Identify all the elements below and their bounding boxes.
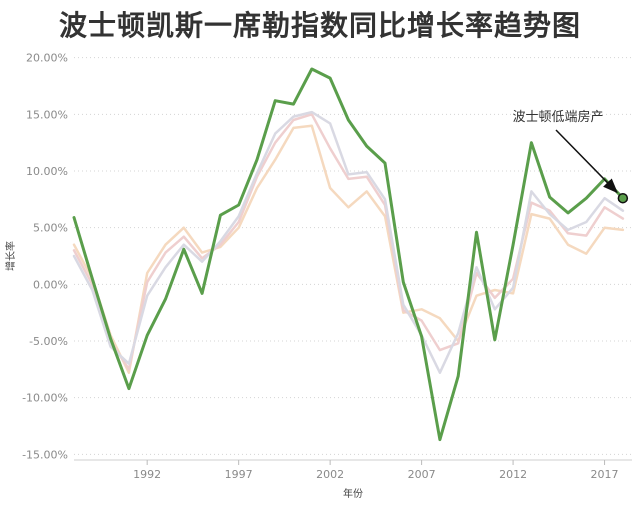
series-line-3	[72, 110, 625, 374]
y-tick-label: 20.00%	[26, 52, 68, 65]
y-tick-label: -5.00%	[29, 335, 68, 348]
y-tick-label: 0.00%	[33, 278, 68, 291]
y-tick-label: 15.00%	[26, 108, 68, 121]
x-axis-title: 年份	[343, 487, 363, 500]
annotation-label: 波士顿低端房产	[512, 109, 603, 125]
x-tick-label: 2007	[408, 468, 436, 481]
x-tick-label: 2012	[499, 468, 527, 481]
y-tick-label: 10.00%	[26, 165, 68, 178]
x-tick-label: 1992	[133, 468, 161, 481]
series-line-highlight	[72, 67, 625, 442]
x-tick-label: 2017	[591, 468, 619, 481]
series-line-2	[72, 113, 625, 371]
series-line-1	[72, 124, 625, 374]
annotation-point	[617, 192, 629, 204]
annotation-arrow	[555, 129, 618, 194]
chart-title: 波士顿凯斯一席勒指数同比增长率趋势图	[58, 9, 581, 42]
y-axis-title: 增长率	[4, 241, 17, 271]
x-tick-label: 1997	[225, 468, 253, 481]
y-tick-label: -10.00%	[22, 392, 68, 405]
x-tick-label: 2002	[316, 468, 344, 481]
y-tick-label: 5.00%	[33, 222, 68, 235]
y-tick-label: -15.00%	[22, 448, 68, 461]
